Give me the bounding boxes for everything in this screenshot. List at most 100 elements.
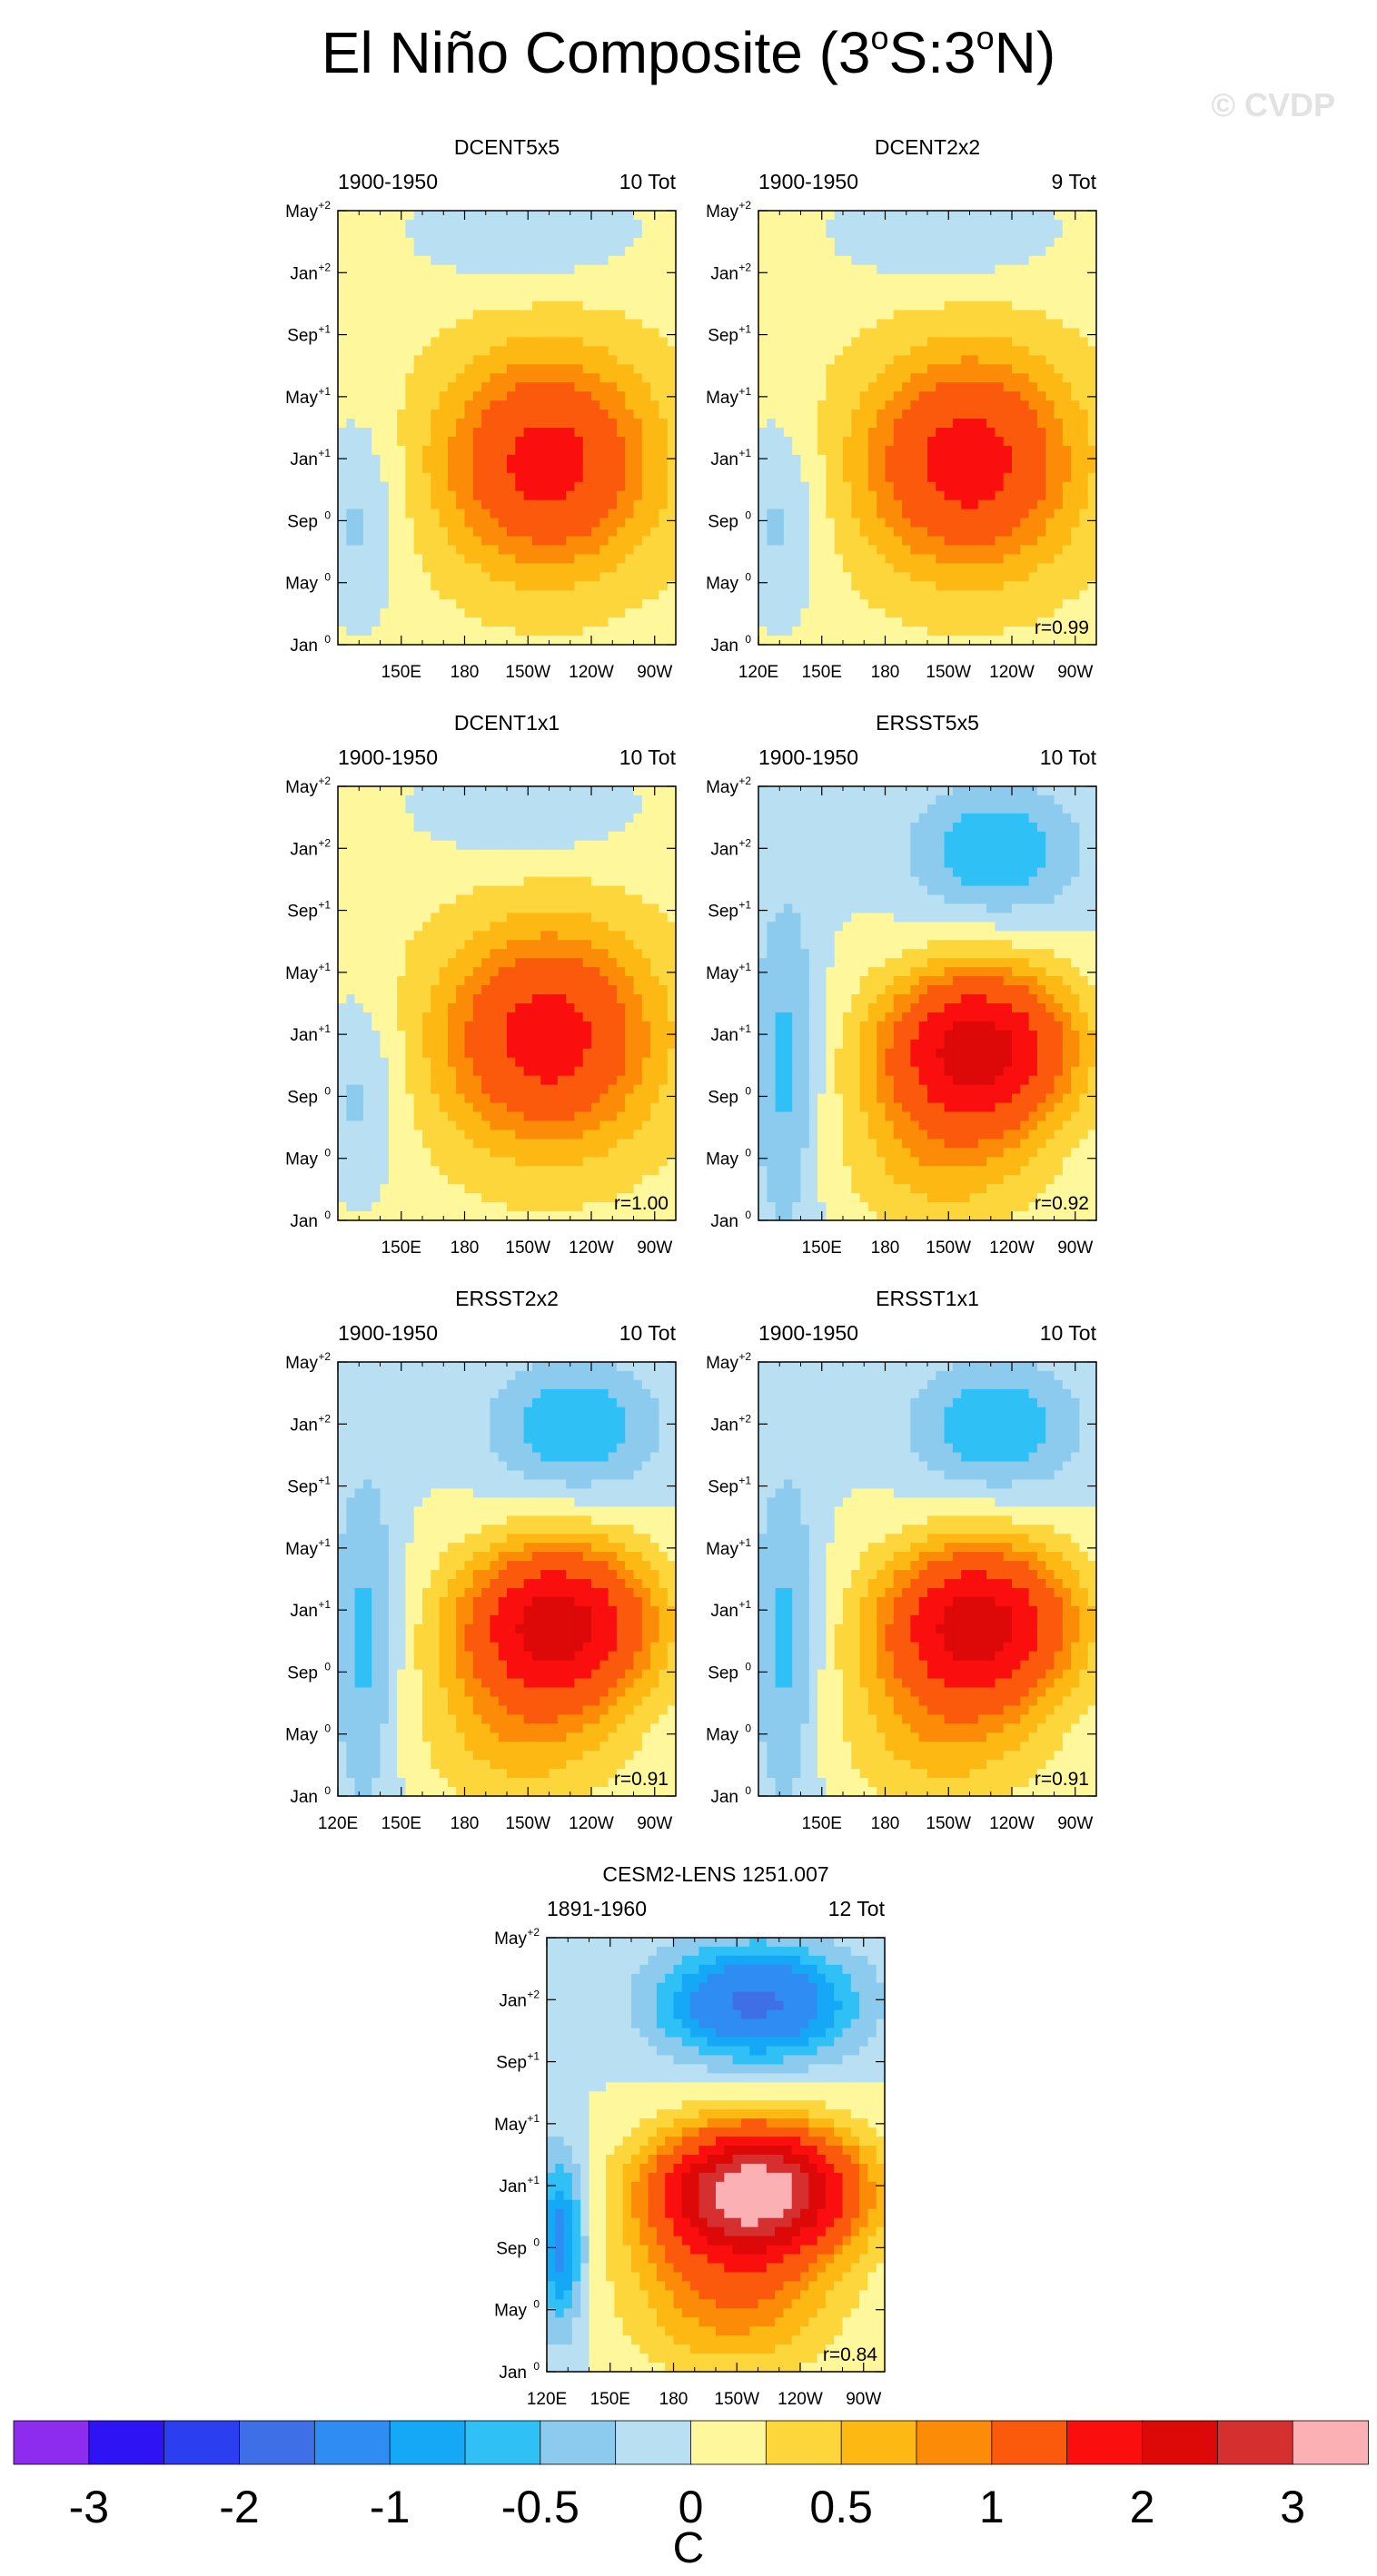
heatmap-cell <box>557 346 567 356</box>
heatmap-cell <box>413 310 423 321</box>
heatmap-cell <box>490 237 500 248</box>
heatmap-cell <box>961 211 971 221</box>
heatmap-cell <box>472 391 482 401</box>
heatmap-cell <box>659 913 669 923</box>
heatmap-cell <box>995 400 1005 410</box>
heatmap-cell <box>918 301 928 311</box>
heatmap-cell <box>633 211 643 221</box>
heatmap-cell <box>498 599 508 609</box>
heatmap-cell <box>633 264 643 275</box>
heatmap-cell <box>1020 608 1030 618</box>
heatmap-cell <box>422 282 431 293</box>
heatmap-cell <box>808 373 818 383</box>
heatmap-cell <box>498 940 508 950</box>
heatmap-cell <box>397 967 406 977</box>
heatmap-cell <box>1020 419 1030 429</box>
heatmap-cell <box>792 627 802 637</box>
heatmap-cell <box>540 590 550 600</box>
heatmap-cell <box>557 867 567 878</box>
heatmap-cell <box>1020 355 1030 365</box>
heatmap-cell <box>641 211 651 221</box>
heatmap-cell <box>641 310 651 321</box>
heatmap-cell <box>808 599 818 609</box>
heatmap-cell <box>472 940 482 950</box>
heatmap-cell <box>808 627 818 637</box>
heatmap-cell <box>362 786 372 796</box>
heatmap-cell <box>338 590 347 600</box>
heatmap-cell <box>380 463 390 474</box>
heatmap-cell <box>986 445 996 456</box>
heatmap-cell <box>346 246 356 257</box>
heatmap-cell <box>1054 436 1064 447</box>
heatmap-cell <box>582 958 592 968</box>
heatmap-cell <box>867 499 877 510</box>
heatmap-cell <box>859 228 869 239</box>
heatmap-cell <box>1087 454 1097 465</box>
heatmap-cell <box>893 391 903 401</box>
heatmap-cell <box>667 949 677 959</box>
heatmap-cell <box>608 301 618 311</box>
heatmap-cell <box>591 400 600 410</box>
heatmap-cell <box>456 282 466 293</box>
heatmap-cell <box>1045 264 1055 275</box>
heatmap-cell <box>1079 391 1089 401</box>
heatmap-cell <box>591 346 600 356</box>
heatmap-cell <box>1071 282 1080 293</box>
heatmap-cell <box>877 608 887 618</box>
heatmap-cell <box>472 867 482 878</box>
heatmap-cell <box>1087 228 1097 239</box>
heatmap-cell <box>422 527 431 538</box>
heatmap-cell <box>667 355 677 365</box>
heatmap-cell <box>431 436 441 447</box>
heatmap-cell <box>792 436 802 447</box>
heatmap-cell <box>885 246 895 257</box>
heatmap-cell <box>490 346 500 356</box>
heatmap-cell <box>910 282 920 293</box>
heatmap-cell <box>380 499 390 510</box>
heatmap-cell <box>625 419 635 429</box>
heatmap-cell <box>507 563 516 573</box>
heatmap-cell <box>918 246 928 257</box>
heatmap-cell <box>1062 608 1072 618</box>
heatmap-cell <box>599 627 609 637</box>
heatmap-cell <box>447 599 457 609</box>
heatmap-cell <box>481 445 490 456</box>
heatmap-cell <box>625 913 635 923</box>
heatmap-cell <box>902 291 911 302</box>
heatmap-cell <box>472 931 482 941</box>
heatmap-cell <box>431 867 441 878</box>
heatmap-cell <box>625 894 635 905</box>
heatmap-cell <box>1028 400 1038 410</box>
heatmap-cell <box>1054 454 1064 465</box>
heatmap-cell <box>1079 291 1089 302</box>
heatmap-cell <box>910 419 920 429</box>
heatmap-cell <box>439 940 449 950</box>
heatmap-cell <box>1028 481 1038 492</box>
heatmap-cell <box>995 463 1005 474</box>
heatmap-cell <box>633 508 643 519</box>
heatmap-cell <box>346 337 356 347</box>
heatmap-cell <box>447 328 457 339</box>
heatmap-cell <box>969 211 979 221</box>
heatmap-cell <box>380 364 390 374</box>
heatmap-cell <box>498 518 508 528</box>
heatmap-cell <box>531 445 541 456</box>
heatmap-cell <box>582 967 592 977</box>
heatmap-cell <box>371 428 381 438</box>
heatmap-cell <box>566 301 575 311</box>
heatmap-cell <box>371 994 381 1004</box>
heatmap-cell <box>439 382 449 392</box>
heatmap-cell <box>826 237 836 248</box>
heatmap-cell <box>582 463 592 474</box>
heatmap-cell <box>867 355 877 365</box>
heatmap-cell <box>388 840 398 851</box>
heatmap-cell <box>338 255 347 266</box>
heatmap-cell <box>885 355 895 365</box>
heatmap-cell <box>431 527 441 538</box>
heatmap-cell <box>826 499 836 510</box>
heatmap-cell <box>557 599 567 609</box>
heatmap-cell <box>490 536 500 547</box>
heatmap-cell <box>346 840 356 851</box>
heatmap-cell <box>388 903 398 914</box>
